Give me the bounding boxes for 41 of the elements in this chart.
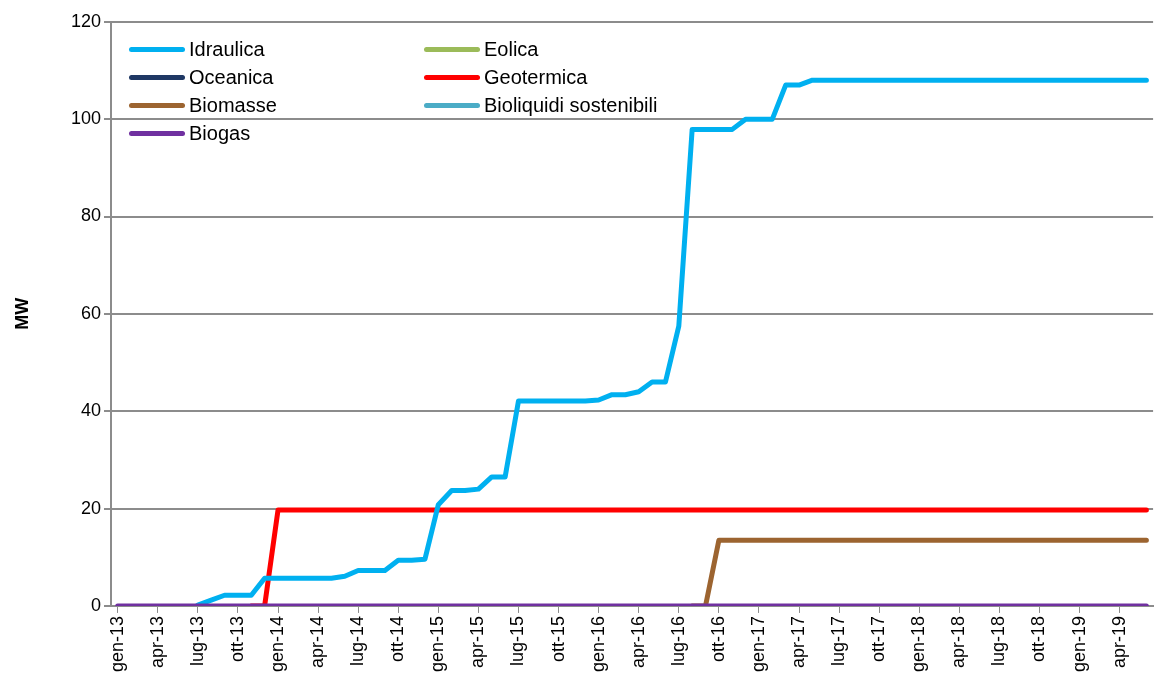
x-tick-label: gen-13 [106,615,127,673]
legend-label: Biomasse [189,93,277,117]
legend-label: Eolica [484,37,539,61]
x-tick-label: lug-18 [988,615,1009,666]
x-tick-label: gen-15 [427,615,448,673]
legend-label: Geotermica [484,65,588,89]
y-tick-label: 20 [80,497,101,518]
y-axis-title: MW [11,297,32,330]
y-tick-label: 60 [80,302,101,323]
x-tick-label: gen-16 [587,615,608,673]
y-tick-label: 100 [70,108,101,129]
y-tick-label: 0 [90,594,101,615]
x-tick-label: ott-17 [868,615,889,662]
legend-label: Biogas [189,121,251,145]
x-tick-label: lug-17 [828,615,849,666]
x-tick-label: lug-14 [347,615,368,666]
y-tick-label: 120 [70,10,101,31]
x-tick-label: ott-16 [707,615,728,662]
x-tick-label: lug-16 [667,615,688,666]
x-tick-label: apr-18 [948,615,969,668]
legend-label: Oceanica [189,65,274,89]
x-tick-label: gen-17 [747,615,768,673]
x-tick-label: apr-13 [146,615,167,668]
x-tick-label: apr-17 [788,615,809,668]
x-tick-label: gen-19 [1068,615,1089,673]
legend-label: Bioliquidi sostenibili [484,93,658,117]
x-tick-label: lug-13 [186,615,207,666]
x-tick-label: ott-14 [387,615,408,662]
x-tick-label: gen-18 [908,615,929,673]
x-tick-label: ott-15 [547,615,568,662]
x-tick-label: apr-19 [1108,615,1129,668]
x-tick-label: gen-14 [266,615,287,673]
x-tick-label: apr-14 [307,615,328,668]
x-tick-label: apr-15 [467,615,488,668]
x-tick-label: apr-16 [627,615,648,668]
y-tick-label: 80 [80,205,101,226]
x-tick-label: ott-13 [226,615,247,662]
legend-label: Idraulica [189,37,265,61]
x-tick-label: lug-15 [507,615,528,666]
x-tick-label: ott-18 [1028,615,1049,662]
y-tick-label: 40 [80,400,101,421]
